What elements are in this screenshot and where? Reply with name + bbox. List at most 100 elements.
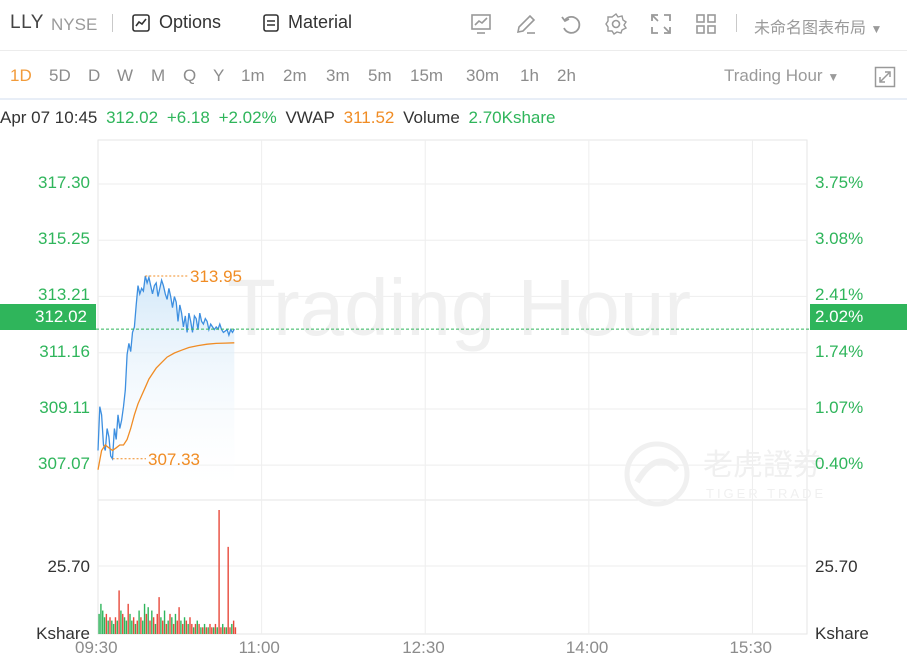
- volume-bar: [211, 627, 213, 634]
- percent-tick: 0.40%: [815, 454, 864, 474]
- volume-bar: [207, 627, 209, 634]
- quote-change-pct: +2.02%: [218, 108, 277, 127]
- volume-bar: [118, 590, 120, 634]
- volume-bar: [127, 603, 129, 634]
- grid-layout-icon[interactable]: [694, 12, 718, 36]
- volume-bar: [102, 610, 104, 634]
- expand-icon[interactable]: [874, 66, 896, 88]
- layout-name-dropdown[interactable]: 未命名图表布局 ▼: [754, 14, 882, 38]
- low-label: 307.33: [148, 450, 200, 469]
- volume-bar: [103, 617, 106, 634]
- volume-bar: [154, 623, 157, 634]
- period-1m[interactable]: 1m: [241, 66, 265, 85]
- tiger-trade-watermark: 老虎證券 TIGER TRADE: [624, 441, 823, 507]
- volume-value: 2.70Kshare: [468, 108, 556, 127]
- price-area: [98, 276, 235, 500]
- period-w[interactable]: W: [117, 66, 134, 85]
- volume-bars: [98, 510, 237, 634]
- fullscreen-icon[interactable]: [649, 12, 673, 36]
- volume-bar: [178, 607, 180, 634]
- period-bar: 1D 5D D W M Q Y 1m 2m 3m 5m 15m 30m 1h 2h Trading Hour…: [0, 52, 907, 100]
- percent-tick: 3.08%: [815, 229, 864, 249]
- volume-bar: [192, 627, 195, 634]
- time-tick: 11:00: [238, 638, 280, 657]
- period-5m[interactable]: 5m: [368, 66, 392, 85]
- volume-bar: [140, 617, 142, 634]
- price-tick: 317.30: [38, 172, 90, 192]
- period-2m[interactable]: 2m: [283, 66, 307, 85]
- volume-bar: [160, 617, 162, 634]
- volume-bar: [151, 610, 153, 634]
- volume-bar: [107, 620, 109, 634]
- period-30m[interactable]: 30m: [466, 66, 500, 85]
- price-tick: 311.16: [39, 341, 90, 361]
- volume-bar: [209, 623, 211, 634]
- volume-bar: [232, 620, 235, 634]
- vwap-line: [97, 342, 235, 470]
- volume-bar: [198, 623, 200, 634]
- price-line: [97, 274, 235, 461]
- period-y[interactable]: Y: [213, 66, 225, 85]
- volume-bar: [147, 607, 149, 634]
- period-3m[interactable]: 3m: [326, 66, 350, 85]
- quote-datetime: Apr 07 10:45: [0, 108, 98, 127]
- series-lines: [96, 274, 809, 470]
- tiger-logo-stripe: [634, 458, 680, 484]
- volume-unit-right: Kshare: [815, 624, 869, 643]
- volume-bar: [176, 620, 178, 634]
- divider: [736, 14, 737, 32]
- volume-bar: [136, 620, 138, 634]
- volume-bar: [174, 613, 177, 634]
- volume-bar: [109, 617, 111, 634]
- volume-bar: [187, 623, 189, 634]
- volume-bar: [196, 620, 198, 634]
- volume-bar: [123, 617, 126, 634]
- volume-bar: [138, 610, 140, 634]
- ticker-symbol[interactable]: LLY: [10, 12, 44, 33]
- period-2h[interactable]: 2h: [557, 66, 576, 85]
- volume-bar: [194, 623, 197, 634]
- vwap-label: VWAP: [285, 108, 335, 127]
- options-chart-icon: [132, 13, 150, 32]
- volume-bar: [216, 627, 218, 634]
- period-5d[interactable]: 5D: [49, 66, 71, 85]
- draw-pen-icon[interactable]: [514, 12, 538, 36]
- plot-border: [97, 139, 808, 635]
- volume-bar: [143, 603, 146, 634]
- volume-bar: [205, 627, 208, 634]
- volume-bar: [227, 546, 229, 634]
- price-tick: 315.25: [38, 229, 90, 249]
- percent-tick: 1.74%: [815, 341, 864, 361]
- volume-bar: [149, 620, 151, 634]
- period-1d[interactable]: 1D: [10, 66, 32, 85]
- material-button[interactable]: Material: [262, 12, 352, 33]
- tiger-logo-icon: [624, 441, 690, 507]
- chart-indicator-icon[interactable]: [469, 12, 493, 36]
- options-button[interactable]: Options: [131, 12, 221, 33]
- volume-bar: [134, 623, 137, 634]
- period-15m[interactable]: 15m: [410, 66, 444, 85]
- percent-tick: 1.07%: [815, 398, 864, 418]
- volume-bar: [152, 617, 155, 634]
- period-m[interactable]: M: [151, 66, 166, 85]
- period-q[interactable]: Q: [183, 66, 197, 85]
- settings-gear-icon[interactable]: [604, 12, 628, 36]
- volume-bar: [163, 610, 166, 634]
- price-tick: 307.07: [38, 454, 90, 474]
- volume-bar: [98, 613, 100, 634]
- volume-bar: [182, 623, 184, 634]
- session-label: Trading Hour: [724, 66, 823, 85]
- period-1h[interactable]: 1h: [520, 66, 539, 85]
- period-d[interactable]: D: [88, 66, 101, 85]
- options-label: Options: [159, 12, 222, 32]
- undo-icon[interactable]: [559, 12, 583, 36]
- time-tick: 09:30: [75, 638, 118, 657]
- material-label: Material: [288, 12, 353, 32]
- price-tick: 313.21: [38, 285, 90, 305]
- time-tick: 15:30: [729, 638, 772, 657]
- session-dropdown[interactable]: Trading Hour ▼: [724, 66, 839, 86]
- volume-bar: [114, 617, 117, 634]
- high-label: 313.95: [190, 267, 242, 286]
- volume-bar: [231, 623, 233, 634]
